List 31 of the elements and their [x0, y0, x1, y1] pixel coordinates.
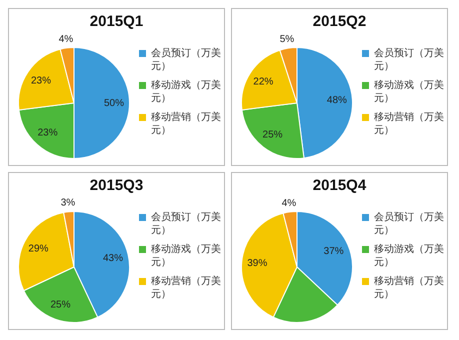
legend-label: 会员预订（万美元）: [374, 211, 444, 237]
data-label: 4%: [282, 198, 296, 209]
data-label: 25%: [262, 129, 283, 140]
legend-label: 移动营销（万美元）: [374, 111, 444, 137]
data-label: 37%: [324, 246, 344, 257]
data-label: 29%: [28, 244, 49, 255]
data-label: 23%: [38, 128, 58, 139]
data-label: 25%: [50, 299, 71, 310]
data-label: 48%: [326, 95, 347, 106]
legend-label: 移动营销（万美元）: [374, 275, 444, 301]
chart-title: 2015Q4: [312, 176, 368, 196]
data-label: 5%: [280, 34, 294, 46]
legend-label: 移动营销（万美元）: [151, 111, 221, 137]
legend-label: 移动游戏（万美元）: [151, 79, 221, 105]
chart-title: 2015Q1: [88, 12, 144, 32]
data-label: 43%: [102, 253, 124, 264]
legend-label: 移动游戏（万美元）: [374, 243, 444, 269]
data-label: 39%: [247, 258, 268, 269]
legend-label: 会员预订（万美元）: [374, 47, 444, 73]
chart-title: 2015Q2: [312, 12, 368, 32]
data-label: 50%: [104, 98, 124, 109]
data-label: 3%: [60, 198, 76, 209]
data-label: 23%: [30, 75, 52, 86]
legend-label: 会员预订（万美元）: [151, 47, 221, 73]
chart-title: 2015Q3: [88, 176, 144, 196]
data-label: 4%: [58, 34, 74, 45]
legend-label: 会员预订（万美元）: [151, 211, 221, 237]
legend-label: 移动营销（万美元）: [151, 275, 221, 301]
legend-label: 移动游戏（万美元）: [374, 79, 444, 105]
legend-label: 移动游戏（万美元）: [151, 243, 221, 269]
data-label: 22%: [253, 76, 274, 88]
